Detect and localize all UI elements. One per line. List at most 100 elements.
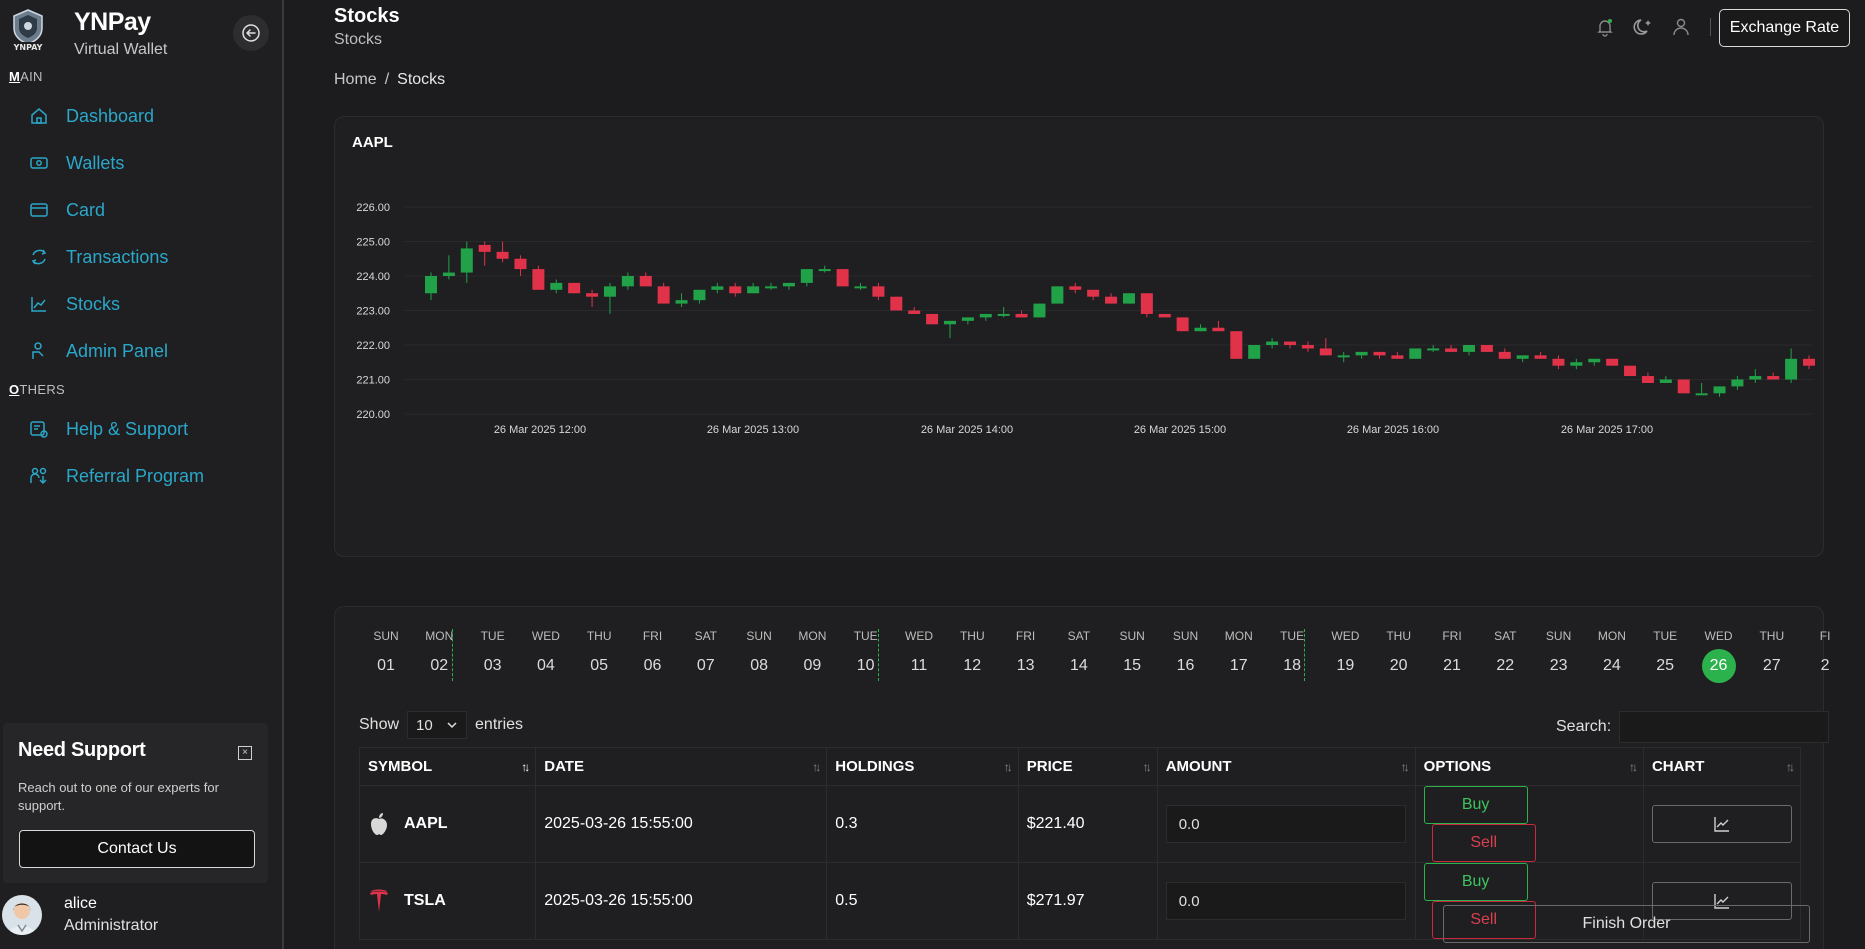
sidebar-item-card[interactable]: Card <box>28 196 105 224</box>
buy-button[interactable]: Buy <box>1423 863 1528 901</box>
calendar-day[interactable]: THU 20 <box>1374 629 1424 681</box>
candle-body <box>1731 379 1744 387</box>
entries-select[interactable]: 10 <box>407 711 468 739</box>
date-strip: SUN 01 MON 02 TUE 03 WED 04 THU 05 FRI 06 SAT 07 SUN 08… <box>335 629 1830 689</box>
calendar-day[interactable]: THU 05 <box>574 629 624 681</box>
calendar-day[interactable]: WED 19 <box>1320 629 1370 681</box>
candle-body <box>1015 313 1028 318</box>
column-header-symbol[interactable]: SYMBOL ↑↓ <box>358 747 537 786</box>
sidebar-item-wallets[interactable]: Wallets <box>28 149 124 177</box>
candle-body <box>1552 358 1565 366</box>
column-header-options[interactable]: OPTIONS ↑↓ <box>1414 747 1644 786</box>
candle-body <box>782 282 795 287</box>
calendar-day[interactable]: SUN 08 <box>734 629 784 681</box>
sort-icon: ↑↓ <box>1003 760 1013 774</box>
search-input[interactable] <box>1619 711 1830 743</box>
close-icon[interactable]: × <box>238 746 252 760</box>
candle-body <box>1176 317 1189 332</box>
calendar-day[interactable]: SAT 14 <box>1054 629 1104 681</box>
calendar-day[interactable]: SAT 22 <box>1480 629 1530 681</box>
calendar-day[interactable]: SUN 15 <box>1107 629 1157 681</box>
candle-body <box>1462 345 1475 352</box>
amount-input[interactable]: 0.0 <box>1165 805 1406 843</box>
moon-icon[interactable] <box>1632 16 1654 38</box>
calendar-day-number: 01 <box>377 657 395 674</box>
contact-us-button[interactable]: Contact Us <box>19 830 255 868</box>
sidebar-item-dashboard[interactable]: Dashboard <box>28 102 154 130</box>
candlestick-chart[interactable]: 226.00 225.00 224.00 223.00 222.00 221.00 220.… <box>335 117 1825 558</box>
column-header-amount[interactable]: AMOUNT ↑↓ <box>1156 747 1416 786</box>
calendar-day[interactable]: TUE 25 <box>1640 629 1690 681</box>
calendar-day[interactable]: WED 26 <box>1694 629 1744 683</box>
calendar-day[interactable]: FRI 06 <box>628 629 678 681</box>
breadcrumb-home[interactable]: Home <box>334 71 377 88</box>
calendar-day-weekday: THU <box>959 629 985 643</box>
amount-input[interactable]: 0.0 <box>1165 882 1406 920</box>
calendar-day[interactable]: THU 12 <box>947 629 997 681</box>
buy-button[interactable]: Buy <box>1423 786 1528 824</box>
sort-icon: ↑↓ <box>1400 760 1410 774</box>
calendar-day[interactable]: MON 24 <box>1587 629 1637 681</box>
help-icon <box>28 418 50 440</box>
calendar-day[interactable]: TUE 10 <box>841 629 891 681</box>
table-row: TSLA 2025-03-26 15:55:00 0.5 $271.97 0.0… <box>358 862 1802 940</box>
column-header-date[interactable]: DATE ↑↓ <box>535 747 828 786</box>
calendar-day-number: 27 <box>1762 657 1781 674</box>
calendar-day-number: 24 <box>1602 657 1621 674</box>
column-header-chart[interactable]: CHART ↑↓ <box>1642 747 1802 786</box>
view-chart-button[interactable] <box>1651 805 1792 843</box>
calendar-day-weekday: SAT <box>1067 629 1091 643</box>
calendar-day-number: 25 <box>1656 657 1675 674</box>
column-header-holdings[interactable]: HOLDINGS ↑↓ <box>826 747 1019 786</box>
sidebar-item-stocks[interactable]: Stocks <box>28 290 120 318</box>
calendar-day-number: 15 <box>1123 657 1142 674</box>
calendar-day[interactable]: TUE 18 <box>1267 629 1317 681</box>
breadcrumb: Home / Stocks <box>334 71 445 89</box>
calendar-day[interactable]: SUN 23 <box>1534 629 1584 681</box>
calendar-day[interactable]: MON 09 <box>787 629 837 681</box>
candle-body <box>1659 379 1672 383</box>
user-profile[interactable]: alice Administrator <box>2 895 158 935</box>
apple-logo-icon <box>371 813 387 835</box>
calendar-day[interactable]: THU 27 <box>1747 629 1797 681</box>
calendar-day[interactable]: WED 11 <box>894 629 944 681</box>
exchange-rate-button[interactable]: Exchange Rate <box>1719 9 1850 47</box>
view-chart-button[interactable] <box>1651 882 1792 920</box>
calendar-day-number: 02 <box>430 657 449 674</box>
calendar-day[interactable]: FI 2 <box>1800 629 1850 681</box>
calendar-day[interactable]: MON 02 <box>414 629 464 681</box>
sidebar-item-referral-program[interactable]: Referral Program <box>28 462 204 490</box>
sidebar-item-admin-panel[interactable]: Admin Panel <box>28 337 168 365</box>
calendar-day-number: 07 <box>696 657 715 674</box>
wallet-icon <box>28 152 50 174</box>
price-cell: $271.97 <box>1017 862 1158 940</box>
calendar-day[interactable]: MON 17 <box>1214 629 1264 681</box>
calendar-day[interactable]: SAT 07 <box>681 629 731 681</box>
calendar-day[interactable]: TUE 03 <box>468 629 518 681</box>
column-header-price[interactable]: PRICE ↑↓ <box>1017 747 1158 786</box>
sell-button[interactable]: Sell <box>1431 901 1536 939</box>
calendar-day[interactable]: FRI 21 <box>1427 629 1477 681</box>
calendar-day-number: 12 <box>963 657 982 674</box>
calendar-day[interactable]: SUN 01 <box>361 629 411 681</box>
candle-body <box>532 269 545 290</box>
sidebar-item-help-support[interactable]: Help & Support <box>28 415 188 443</box>
calendar-day-weekday: SAT <box>1494 629 1517 643</box>
candle-body <box>765 286 778 289</box>
candle-body <box>1105 296 1118 304</box>
collapse-sidebar-button[interactable] <box>233 15 269 51</box>
calendar-day[interactable]: FRI 13 <box>1001 629 1051 681</box>
finish-order-button[interactable]: Finish Order <box>1443 905 1810 943</box>
stocks-table: SYMBOL ↑↓ DATE ↑↓ HOLDINGS ↑↓ PRICE ↑↓ AMOUN… <box>358 747 1802 940</box>
calendar-day-weekday: MON <box>425 629 454 643</box>
calendar-day[interactable]: WED 04 <box>521 629 571 681</box>
sidebar-item-transactions[interactable]: Transactions <box>28 243 168 271</box>
sell-button[interactable]: Sell <box>1431 824 1536 862</box>
candle-body <box>997 313 1010 316</box>
user-icon[interactable] <box>1670 16 1692 38</box>
calendar-day-number: 23 <box>1549 657 1568 674</box>
bell-icon[interactable] <box>1594 16 1616 38</box>
calendar-day[interactable]: SUN 16 <box>1161 629 1211 681</box>
header-icons <box>1594 16 1713 38</box>
candle-body <box>943 320 956 325</box>
